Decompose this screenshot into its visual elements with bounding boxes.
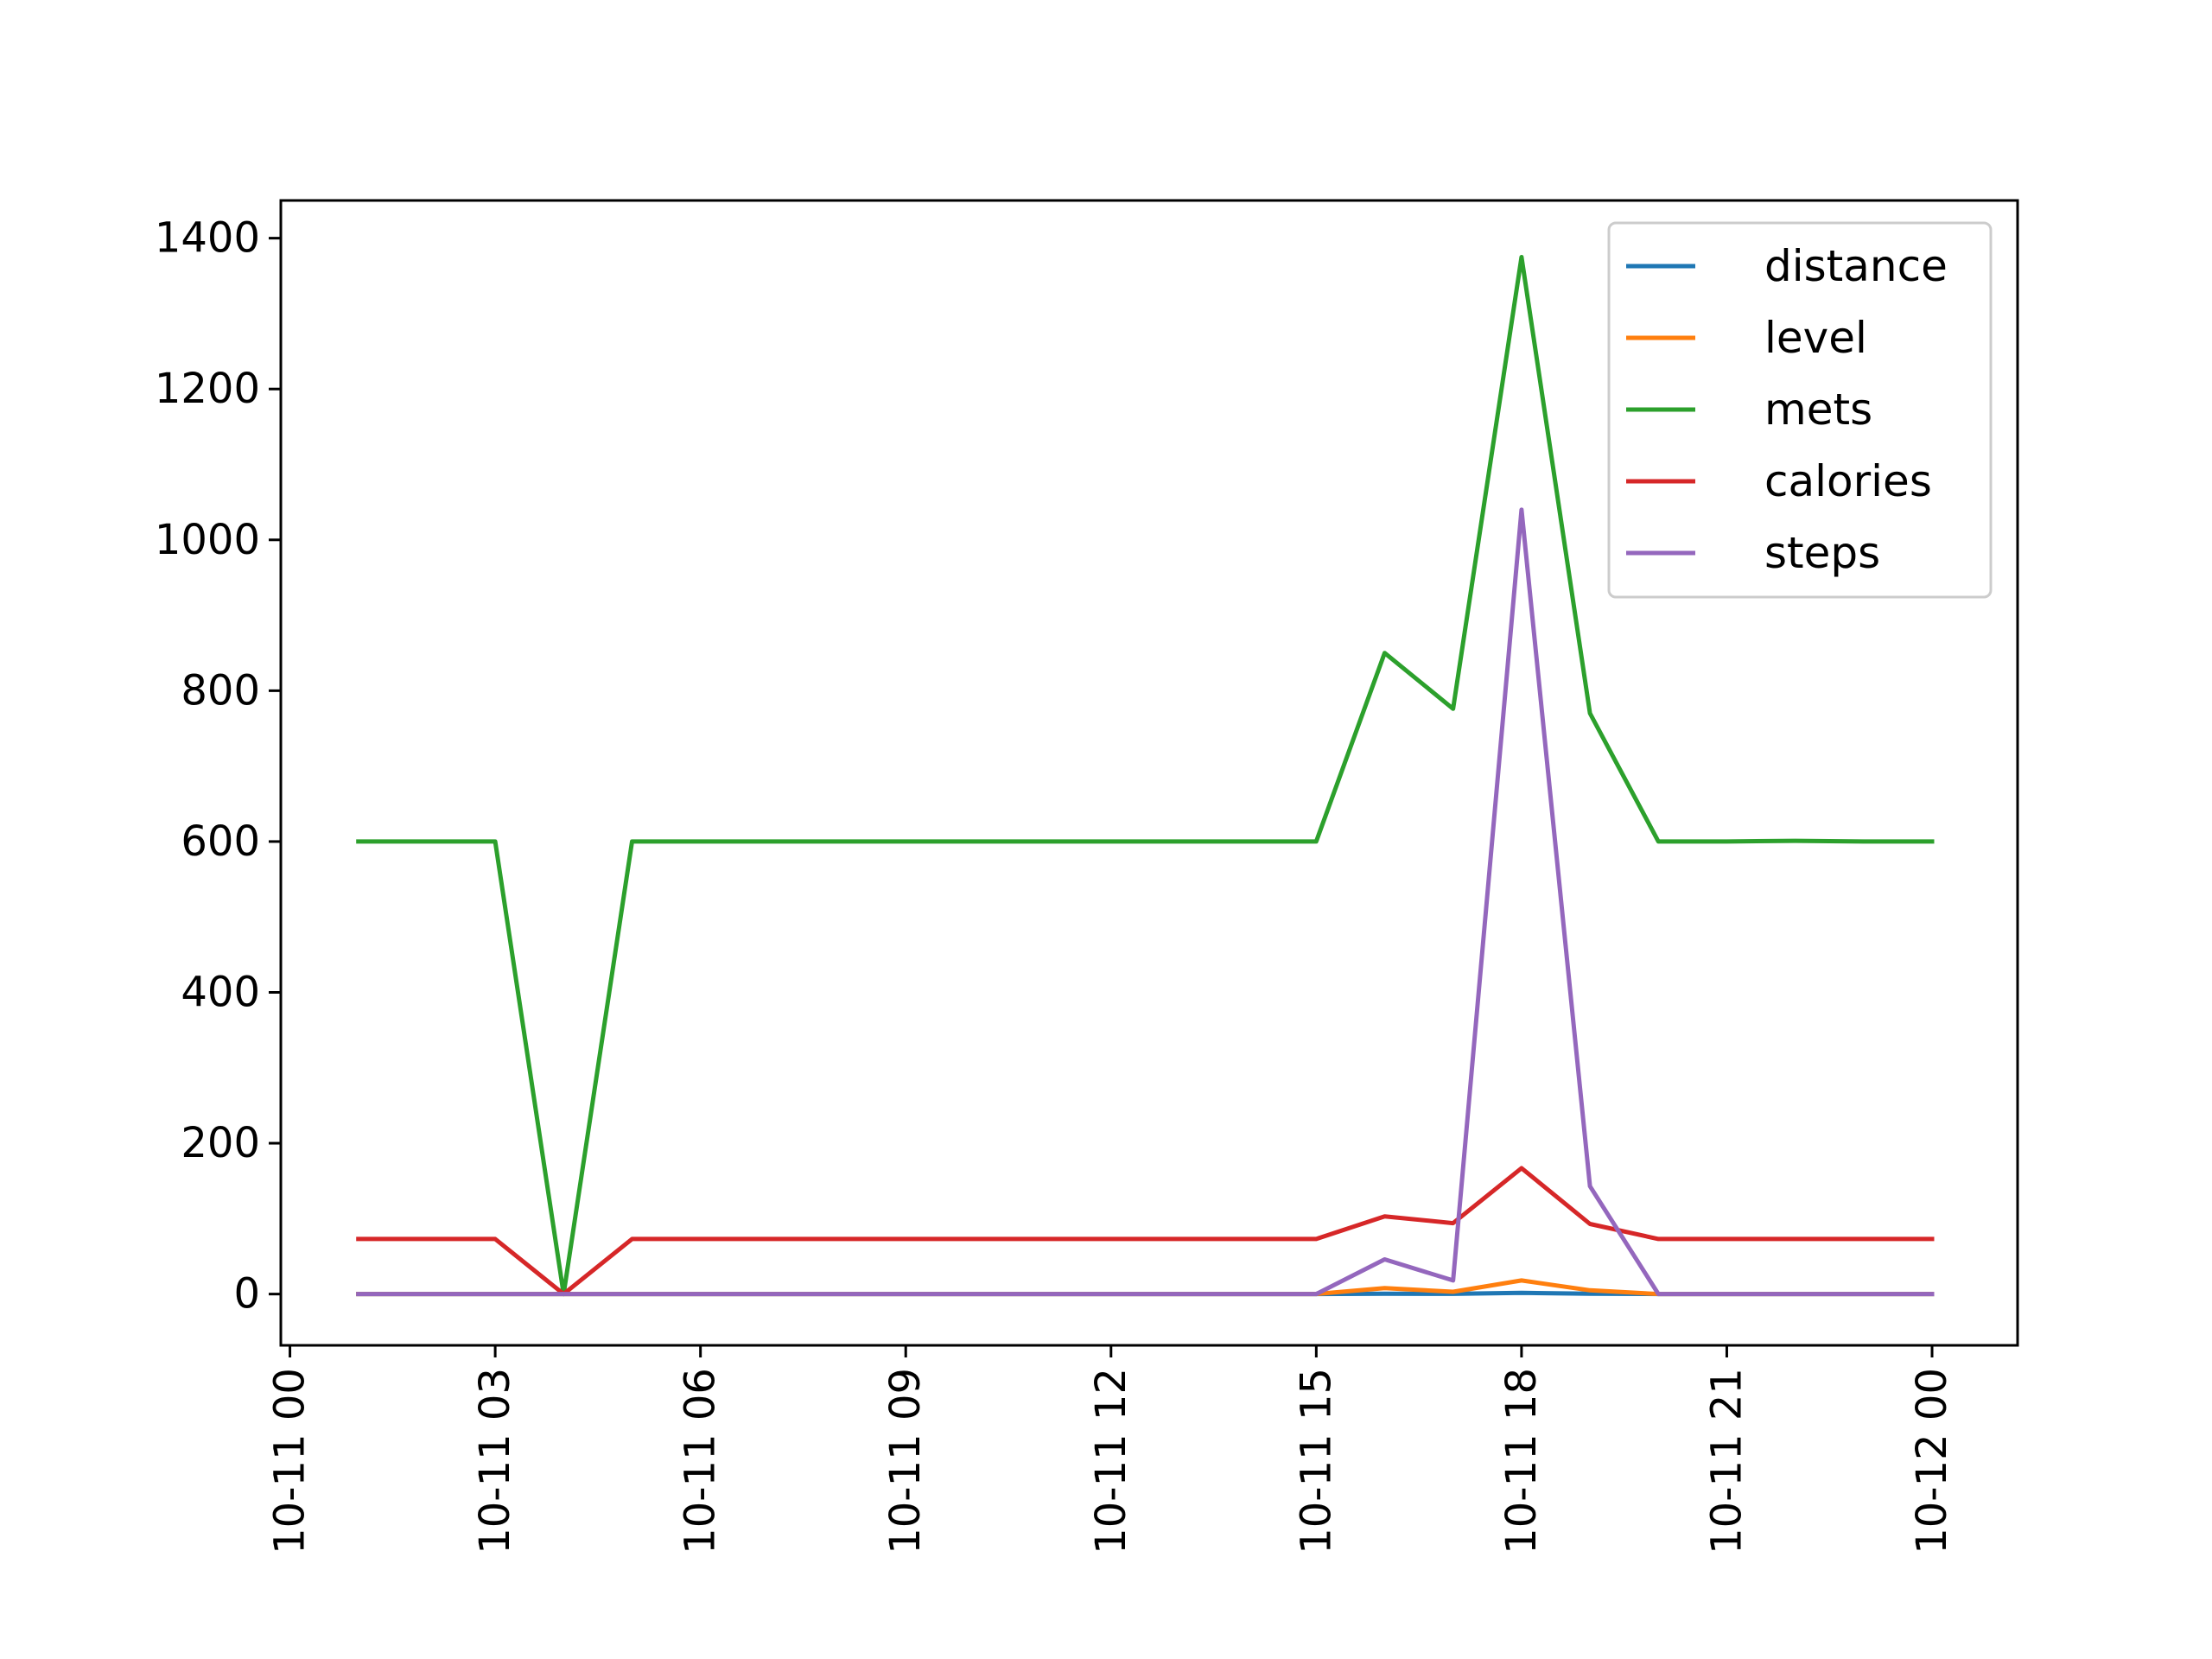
y-tick-label: 800 [181,666,260,715]
legend-label-level: level [1764,313,1867,363]
series-line-steps [356,507,1935,1297]
y-tick-label: 1000 [155,516,260,564]
x-tick-label: 10-12 00 [1908,1368,1956,1554]
y-tick-label: 1200 [155,365,260,413]
series-line-mets [356,255,1935,1297]
x-tick-label: 10-11 21 [1703,1368,1751,1554]
plot-frame [279,199,2019,1347]
y-tick-label: 200 [181,1119,260,1167]
legend-label-distance: distance [1764,241,1948,291]
x-tick-label: 10-11 00 [266,1368,315,1554]
x-tick-label: 10-11 15 [1292,1368,1340,1554]
legend-box [1607,221,1993,599]
legend-label-mets: mets [1764,385,1872,435]
legend-label-calories: calories [1764,456,1932,506]
legend: distance level mets calories steps [1607,221,1993,599]
series-line-calories [356,1166,1935,1297]
legend-label-steps: steps [1764,528,1880,578]
x-tick-label: 10-11 18 [1497,1368,1546,1554]
y-tick-label: 1400 [155,214,260,263]
x-tick-label: 10-11 09 [881,1368,930,1554]
x-tick-label: 10-11 06 [677,1368,725,1554]
series-lines [356,255,1935,1297]
x-tick-label: 10-11 12 [1087,1368,1135,1554]
y-tick-label: 0 [233,1270,260,1319]
y-tick-label: 600 [181,817,260,866]
y-tick-label: 400 [181,969,260,1017]
y-axis: 0 200 400 600 800 1000 1200 1400 [155,214,281,1319]
x-axis: 10-11 00 10-11 03 10-11 06 10-11 09 10-11 12… [266,1345,1956,1554]
x-tick-label: 10-11 03 [471,1368,519,1554]
